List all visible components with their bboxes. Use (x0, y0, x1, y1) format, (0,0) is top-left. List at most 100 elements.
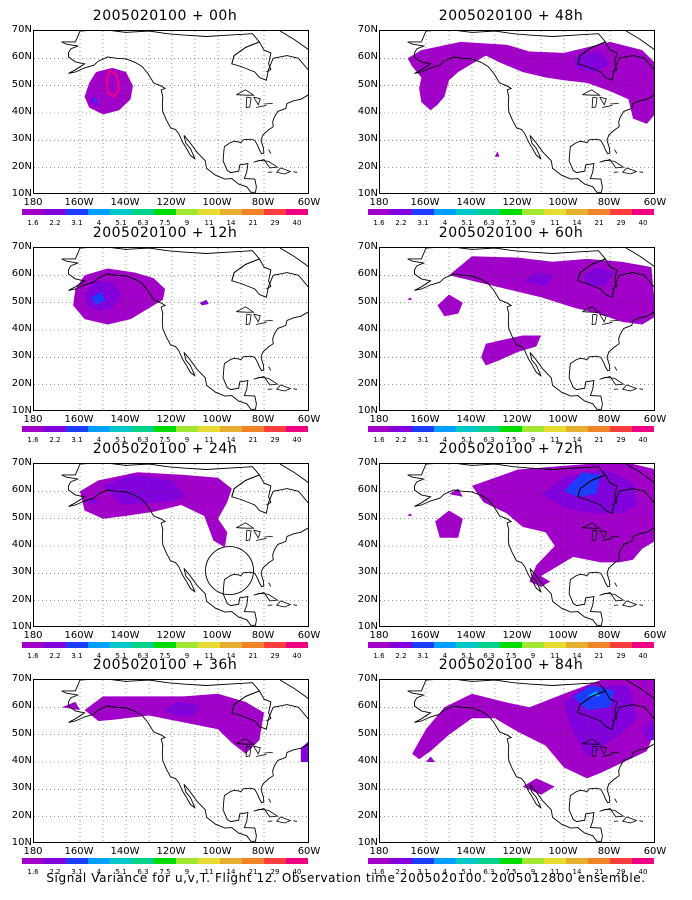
coastline (599, 529, 607, 539)
colorbar-swatch (22, 209, 44, 215)
colorbar-label: 40 (638, 868, 648, 876)
coastline (599, 808, 625, 818)
colorbar-swatch (632, 642, 654, 648)
coastline (275, 600, 292, 608)
lat-tick-label: 10N (357, 188, 378, 199)
colorbar-label: 40 (638, 652, 648, 660)
colorbar-swatch (456, 209, 478, 215)
map-area (33, 679, 309, 843)
colorbar-swatch (456, 426, 478, 432)
colorbar-label: 9 (184, 652, 190, 660)
variance-contour-region (495, 151, 500, 157)
colorbar-swatch (610, 426, 632, 432)
colorbar-label: 3.1 (417, 868, 429, 876)
colorbar-swatch (286, 642, 308, 648)
colorbar-label: 9 (530, 652, 536, 660)
map-panel-p60: 2005020100 + 60h 70N 60N 50N 40N 30N 20N 10N 180… (346, 225, 676, 444)
lat-tick-label: 10N (357, 405, 378, 416)
colorbar-label: 3.1 (417, 219, 429, 227)
colorbar-label: 21 (594, 652, 604, 660)
coastline (621, 167, 638, 175)
map-svg (380, 31, 654, 193)
colorbar-label: 3.1 (71, 219, 83, 227)
coastline (253, 592, 279, 602)
colorbar-label: 7.5 (505, 219, 517, 227)
lat-tick-label: 30N (11, 350, 32, 362)
lon-tick-label: 180 (23, 846, 43, 857)
lon-tick-label: 100W (202, 630, 232, 641)
colorbar-label: 7.5 (159, 652, 171, 660)
colorbar-swatch (132, 209, 154, 215)
colorbar-label: 7.5 (159, 868, 171, 876)
lon-tick-label: 120W (156, 197, 186, 208)
colorbar-label: 7.5 (505, 436, 517, 444)
colorbar-label: 1.6 (27, 436, 39, 444)
colorbar-swatch (88, 642, 110, 648)
colorbar-swatch (390, 426, 412, 432)
colorbar-swatch (544, 209, 566, 215)
colorbar-swatch (632, 426, 654, 432)
colorbar-swatch (132, 642, 154, 648)
lon-tick-label: 80W (597, 846, 621, 857)
lon-tick-label: 180 (23, 630, 43, 641)
colorbar-swatch (500, 426, 522, 432)
coastline (293, 171, 298, 173)
lon-tick-label: 160W (410, 414, 440, 425)
colorbar-label: 29 (616, 652, 626, 660)
coastline (621, 600, 638, 608)
colorbar (22, 426, 308, 436)
colorbar-swatch (434, 426, 456, 432)
colorbar-swatch (22, 858, 44, 864)
colorbar-label: 21 (594, 436, 604, 444)
map-panel-p48: 2005020100 + 48h 70N 60N 50N 40N 30N 20N 10N 180… (346, 8, 676, 227)
coastline (591, 313, 598, 325)
lat-tick-label: 40N (11, 106, 32, 117)
lon-tick-label: 140W (456, 630, 486, 641)
lat-tick-label: 10N (11, 621, 32, 632)
colorbar-label: 7.5 (159, 219, 171, 227)
colorbar-swatch (176, 426, 198, 432)
panel-title: 2005020100 + 48h (438, 8, 584, 24)
coastline (293, 604, 298, 606)
colorbar-swatch (286, 426, 308, 432)
colorbar-swatch (522, 858, 544, 864)
lon-tick-label: 140W (456, 197, 486, 208)
map-svg (380, 248, 654, 410)
colorbar (368, 209, 654, 219)
lat-tick-label: 40N (357, 106, 378, 117)
colorbar-swatch (412, 209, 434, 215)
coastline (279, 464, 308, 483)
colorbar-label: 40 (292, 868, 302, 876)
lon-tick-label: 120W (502, 846, 532, 857)
map-panel-p72: 2005020100 + 72h 70N 60N 50N 40N 30N 20N 10N 180… (346, 441, 676, 660)
colorbar-swatch (500, 858, 522, 864)
colorbar-label: 2.2 (49, 219, 61, 227)
colorbar-label: 5.1 (115, 219, 127, 227)
colorbar-label: 1.6 (27, 219, 39, 227)
coastline (264, 752, 273, 754)
colorbar-swatch (544, 642, 566, 648)
colorbar-label: 4 (96, 436, 102, 444)
variance-contour-region (449, 256, 654, 325)
colorbar-label: 1.6 (373, 436, 385, 444)
map-area (379, 30, 655, 194)
coastline (253, 159, 279, 169)
colorbar-label: 4 (96, 219, 102, 227)
colorbar-swatch (566, 858, 588, 864)
coastline (582, 522, 601, 529)
colorbar-label: 29 (270, 868, 280, 876)
coastline (268, 582, 272, 587)
lon-tick-label: 140W (110, 197, 140, 208)
map-svg (34, 248, 308, 410)
colorbar-label: 5.1 (115, 868, 127, 876)
colorbar-label: 14 (226, 652, 236, 660)
lat-tick-label: 70N (357, 457, 378, 468)
colorbar-label: 9 (184, 868, 190, 876)
colorbar-label: 5.1 (115, 652, 127, 660)
colorbar-label: 2.2 (49, 436, 61, 444)
map-area (379, 463, 655, 627)
colorbar-swatch (44, 858, 66, 864)
lat-tick-label: 40N (357, 539, 378, 550)
colorbar-swatch (242, 426, 264, 432)
colorbar-label: 1.6 (27, 868, 39, 876)
